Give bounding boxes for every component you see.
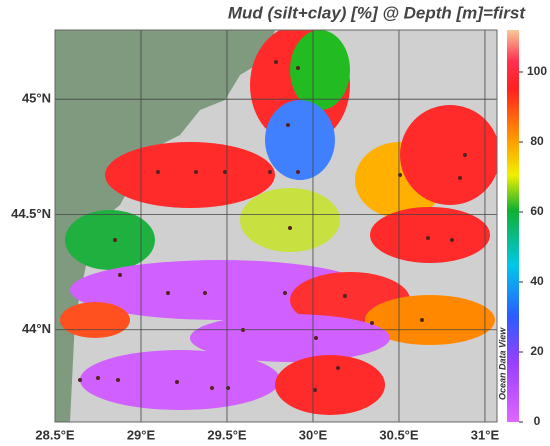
y-tick-label: 44°N bbox=[22, 321, 51, 336]
x-tick-label: 31°E bbox=[471, 427, 500, 442]
y-tick-label: 44.5°N bbox=[11, 206, 51, 221]
colorbar-tick-label: 60 bbox=[530, 204, 544, 218]
colorbar-tick-label: 100 bbox=[527, 64, 547, 78]
colorbar-tick-label: 20 bbox=[530, 344, 544, 358]
x-tick-label: 29°E bbox=[127, 427, 156, 442]
colorbar-tick-label: 40 bbox=[530, 274, 544, 288]
x-tick-label: 28.5°E bbox=[35, 427, 75, 442]
colorbar bbox=[507, 30, 519, 422]
grid bbox=[55, 30, 497, 422]
land bbox=[55, 30, 275, 422]
map-area bbox=[55, 30, 497, 422]
mud-field bbox=[60, 30, 497, 415]
title: Mud (silt+clay) [%] @ Depth [m]=first bbox=[228, 3, 526, 22]
x-tick-label: 30°E bbox=[299, 427, 328, 442]
plot-frame bbox=[54, 29, 498, 423]
colorbar-tick-label: 0 bbox=[534, 414, 541, 428]
watermark: Ocean Data View bbox=[497, 327, 507, 400]
x-tick-label: 30.5°E bbox=[379, 427, 419, 442]
y-tick-label: 45°N bbox=[22, 91, 51, 106]
stations bbox=[78, 60, 467, 392]
colorbar-tick-label: 80 bbox=[530, 134, 544, 148]
x-tick-label: 29.5°E bbox=[207, 427, 247, 442]
